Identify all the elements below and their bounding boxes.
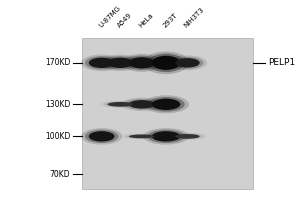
Ellipse shape	[81, 55, 122, 71]
Text: 100KD: 100KD	[45, 132, 70, 141]
Ellipse shape	[85, 56, 118, 70]
Ellipse shape	[176, 134, 200, 139]
Ellipse shape	[143, 128, 189, 145]
Text: 70KD: 70KD	[50, 170, 70, 179]
Ellipse shape	[143, 95, 189, 113]
Ellipse shape	[152, 99, 180, 110]
Bar	[82, 38, 254, 189]
Ellipse shape	[176, 58, 200, 68]
Ellipse shape	[107, 58, 133, 68]
Ellipse shape	[129, 57, 154, 68]
Ellipse shape	[147, 97, 185, 112]
Text: 170KD: 170KD	[45, 58, 70, 67]
Text: PELP1: PELP1	[268, 58, 295, 67]
Ellipse shape	[103, 56, 137, 70]
Text: A549: A549	[116, 12, 133, 29]
Text: U-87MG: U-87MG	[98, 5, 122, 29]
Ellipse shape	[100, 101, 141, 108]
Ellipse shape	[121, 98, 162, 111]
Ellipse shape	[129, 134, 154, 138]
Ellipse shape	[125, 99, 158, 110]
Ellipse shape	[121, 133, 162, 139]
Ellipse shape	[89, 131, 115, 142]
Ellipse shape	[147, 54, 185, 72]
Text: 130KD: 130KD	[45, 100, 70, 109]
Ellipse shape	[143, 52, 189, 74]
Ellipse shape	[152, 56, 180, 70]
Ellipse shape	[121, 54, 162, 72]
Ellipse shape	[172, 57, 203, 69]
Ellipse shape	[147, 130, 185, 143]
Ellipse shape	[172, 133, 203, 139]
Ellipse shape	[103, 101, 137, 107]
Ellipse shape	[85, 130, 118, 143]
Ellipse shape	[81, 128, 122, 145]
Text: HeLa: HeLa	[137, 12, 154, 29]
Ellipse shape	[168, 133, 207, 140]
Ellipse shape	[107, 102, 133, 107]
Ellipse shape	[152, 131, 180, 142]
Ellipse shape	[89, 58, 115, 68]
Ellipse shape	[129, 100, 154, 109]
Ellipse shape	[168, 55, 207, 70]
Text: NIH3T3: NIH3T3	[183, 6, 206, 29]
Ellipse shape	[100, 55, 141, 71]
Ellipse shape	[125, 134, 158, 139]
Ellipse shape	[125, 55, 158, 70]
Text: 293T: 293T	[162, 12, 178, 29]
